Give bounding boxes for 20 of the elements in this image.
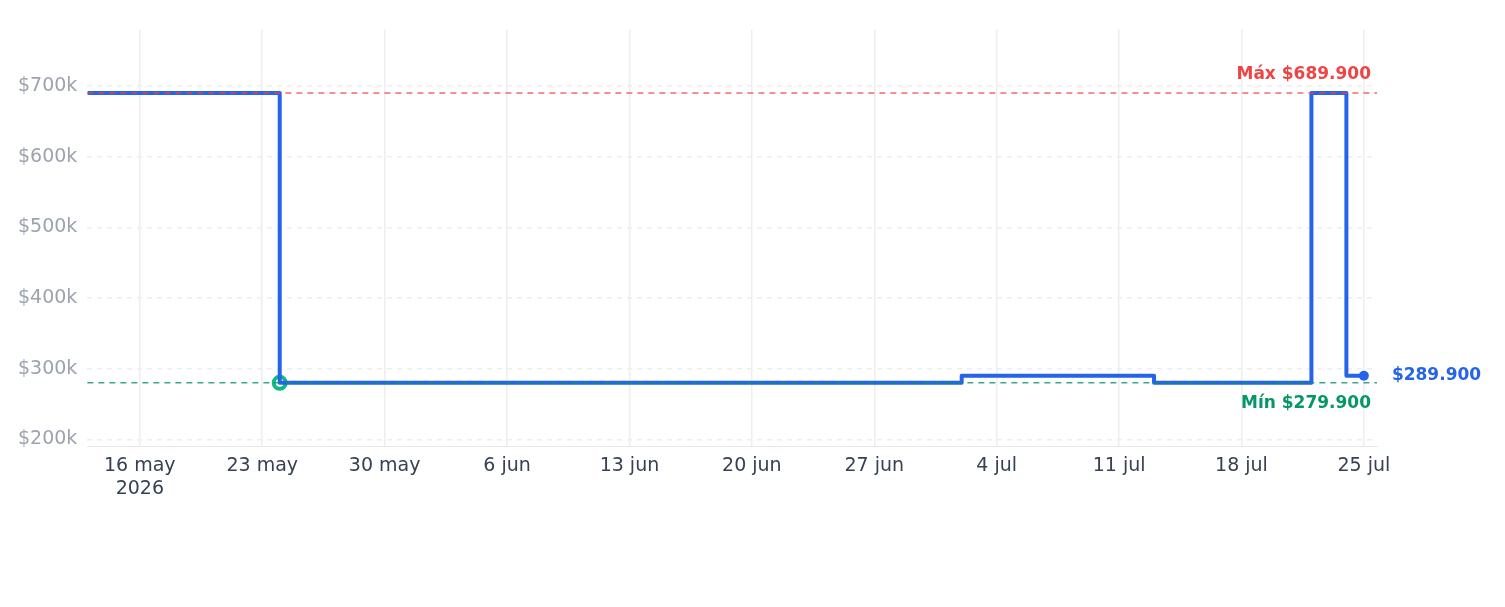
y-tick-label: $500k: [18, 214, 78, 237]
y-tick-label: $600k: [18, 143, 78, 166]
x-tick-label: 13 jun: [599, 452, 660, 475]
x-tick-label: 30 may: [348, 452, 421, 475]
x-tick-label: 4 jul: [976, 452, 1018, 475]
y-tick-label: $400k: [18, 284, 78, 307]
ref-line-label: Máx $689.900: [1236, 63, 1372, 83]
x-tick-label: 11 jul: [1092, 452, 1146, 475]
ref-line-label: Mín $279.900: [1240, 391, 1372, 412]
y-tick-label: $200k: [18, 426, 78, 449]
y-tick-label: $300k: [18, 355, 78, 378]
x-tick-label: 27 jun: [844, 452, 905, 475]
y-tick-label: $700k: [18, 72, 78, 95]
x-tick-label: 18 jul: [1215, 452, 1268, 475]
x-tick-label: 16 may 2026: [104, 452, 176, 498]
x-tick-label: 20 jun: [722, 452, 782, 475]
x-tick-label: 23 may: [226, 452, 299, 475]
x-tick-label: 6 jun: [483, 452, 531, 475]
annotation: $289.900: [1391, 364, 1482, 385]
x-tick-label: 25 jul: [1337, 452, 1391, 475]
